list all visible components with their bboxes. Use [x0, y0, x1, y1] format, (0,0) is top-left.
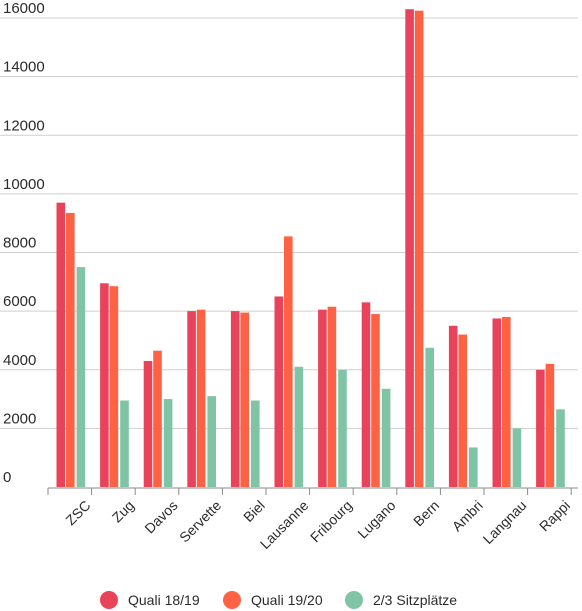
- legend-marker-3: [345, 591, 363, 609]
- bar-rappi-1: [536, 369, 545, 487]
- bar-davos-1: [143, 360, 153, 487]
- x-tick-label-biel: Biel: [240, 497, 268, 525]
- legend-marker-2: [223, 591, 241, 609]
- bar-zsc-2: [66, 212, 75, 487]
- y-tick-label-0: 0: [3, 469, 11, 486]
- bar-ambri-2: [458, 334, 467, 487]
- bar-servette-2: [196, 309, 206, 487]
- x-tick-label-zsc: ZSC: [62, 497, 93, 528]
- legend-label-3: 2/3 Sitzplätze: [373, 592, 457, 608]
- bar-lausanne-2: [284, 236, 293, 487]
- bar-bern-3: [425, 347, 434, 487]
- bar-lugano-1: [361, 302, 371, 487]
- bar-zug-2: [109, 286, 119, 487]
- x-tick-label-ambri: Ambri: [449, 497, 486, 534]
- bar-biel-3: [251, 400, 260, 487]
- bar-zsc-3: [76, 267, 86, 487]
- bars: [56, 9, 565, 488]
- legend: Quali 18/19 Quali 19/20 2/3 Sitzplätze: [100, 591, 457, 609]
- y-tick-label-4000: 4000: [3, 352, 36, 369]
- bar-lugano-2: [371, 314, 380, 487]
- legend-label-1: Quali 18/19: [128, 592, 200, 608]
- bar-davos-2: [153, 350, 162, 487]
- x-tick-label-servette: Servette: [176, 497, 224, 545]
- x-tick-label-lugano: Lugano: [354, 497, 398, 541]
- y-tick-label-8000: 8000: [3, 235, 36, 252]
- legend-label-2: Quali 19/20: [251, 592, 323, 608]
- x-tick-label-lausanne: Lausanne: [257, 497, 312, 552]
- y-tick-label-16000: 16000: [3, 0, 45, 17]
- y-tick-label-2000: 2000: [3, 410, 36, 427]
- x-tick-label-bern: Bern: [410, 497, 442, 529]
- bar-rappi-3: [556, 409, 565, 487]
- bar-biel-1: [230, 311, 240, 487]
- y-axis-ticks: 0 2000 4000 6000 8000 10000 12000 14000 16000: [3, 0, 45, 486]
- x-tick-label-langnau: Langnau: [480, 497, 530, 547]
- bar-zug-3: [120, 400, 129, 487]
- x-tick-label-zug: Zug: [109, 497, 137, 525]
- y-tick-label-14000: 14000: [3, 59, 45, 76]
- bar-ambri-3: [469, 447, 478, 487]
- legend-marker-1: [100, 591, 118, 609]
- bar-ambri-1: [448, 325, 458, 487]
- y-tick-label-6000: 6000: [3, 293, 36, 310]
- bar-langnau-1: [492, 318, 502, 487]
- bar-biel-2: [240, 312, 249, 487]
- bar-bern-2: [414, 10, 424, 487]
- bar-lausanne-3: [294, 366, 304, 487]
- y-tick-label-10000: 10000: [3, 176, 45, 193]
- bar-langnau-2: [502, 316, 511, 487]
- bar-lugano-3: [381, 388, 391, 487]
- bar-fribourg-2: [327, 306, 337, 487]
- bar-servette-3: [207, 396, 216, 487]
- bar-servette-1: [187, 311, 196, 487]
- bar-lausanne-1: [274, 296, 284, 487]
- bar-rappi-2: [545, 363, 555, 487]
- x-tick-label-fribourg: Fribourg: [307, 497, 355, 545]
- x-tick-label-rappi: Rappi: [536, 497, 573, 534]
- bar-zug-1: [100, 283, 109, 487]
- x-tick-label-davos: Davos: [141, 497, 180, 536]
- y-tick-label-12000: 12000: [3, 117, 45, 134]
- bar-bern-1: [405, 9, 414, 488]
- bar-fribourg-3: [338, 369, 347, 487]
- bar-fribourg-1: [318, 309, 327, 487]
- bar-davos-3: [163, 399, 173, 487]
- bar-zsc-1: [56, 202, 66, 487]
- bar-langnau-3: [512, 428, 522, 487]
